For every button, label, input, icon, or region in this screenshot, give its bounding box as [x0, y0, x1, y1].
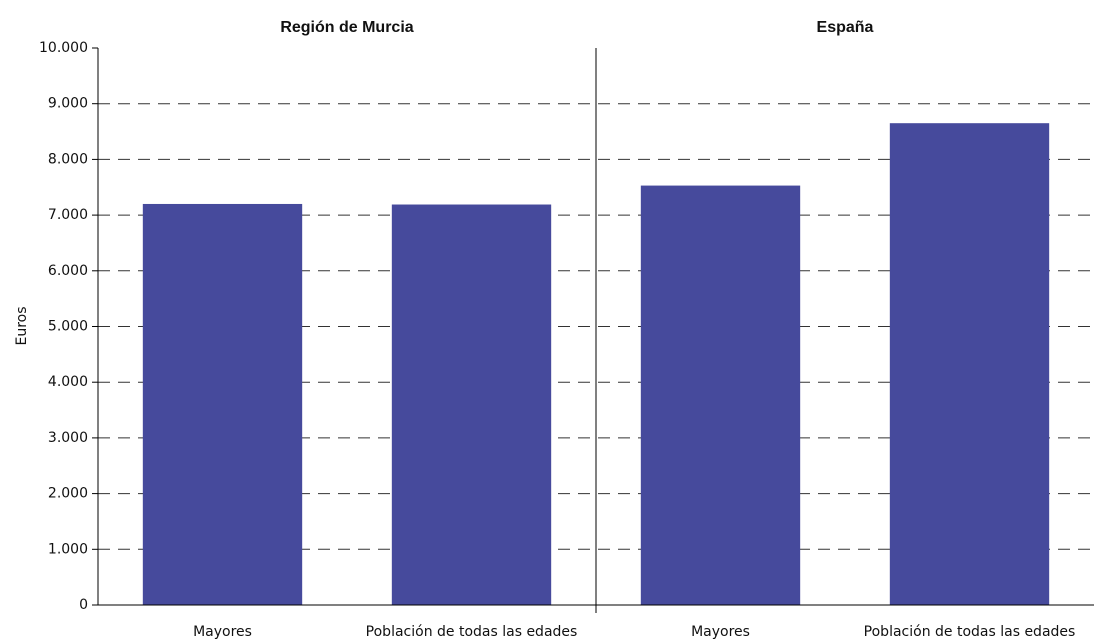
bar	[640, 185, 801, 606]
bar	[889, 123, 1050, 605]
y-tick-label: 2.000	[48, 486, 88, 502]
x-tick-label: Mayores	[193, 624, 252, 640]
y-axis-label: Euros	[14, 306, 30, 345]
y-tick-label: 7.000	[48, 207, 88, 223]
x-tick-label: Población de todas las edades	[366, 624, 578, 640]
y-tick-label: 1.000	[48, 541, 88, 557]
y-tick-label: 8.000	[48, 151, 88, 167]
y-tick-label: 3.000	[48, 430, 88, 446]
y-tick-label: 0	[79, 597, 88, 613]
y-tick-label: 10.000	[39, 40, 88, 56]
y-tick-label: 6.000	[48, 263, 88, 279]
x-tick-label: Mayores	[691, 624, 750, 640]
x-tick-label: Población de todas las edades	[864, 624, 1076, 640]
bar	[391, 204, 552, 605]
y-tick-label: 4.000	[48, 374, 88, 390]
y-tick-label: 9.000	[48, 96, 88, 112]
panel-title: España	[817, 19, 874, 36]
bar	[142, 203, 303, 605]
panel-title: Región de Murcia	[280, 19, 413, 36]
y-tick-label: 5.000	[48, 319, 88, 335]
